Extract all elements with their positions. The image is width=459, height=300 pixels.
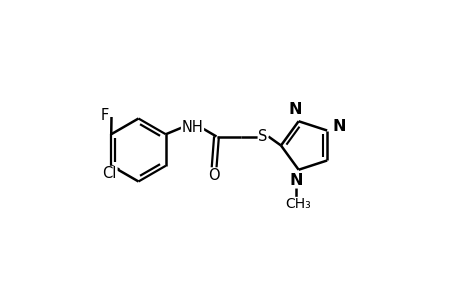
Text: CH₃: CH₃	[285, 197, 311, 211]
Text: S: S	[258, 129, 267, 144]
Text: NH: NH	[181, 120, 203, 135]
Text: N: N	[332, 119, 346, 134]
Text: O: O	[207, 168, 219, 183]
Text: N: N	[289, 173, 302, 188]
Text: N: N	[288, 102, 302, 117]
Text: F: F	[101, 108, 109, 123]
Text: Cl: Cl	[102, 167, 117, 182]
